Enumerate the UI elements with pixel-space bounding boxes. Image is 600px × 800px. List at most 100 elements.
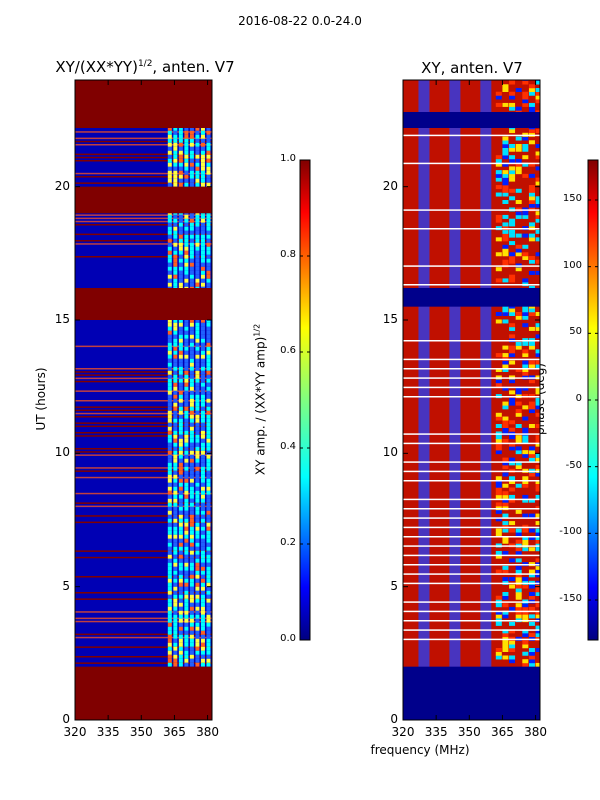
left-heatmap-cell [195, 506, 200, 511]
left-heatmap-cell [173, 358, 178, 363]
right-heatmap-cell [495, 494, 502, 499]
right-heatmap-cell [535, 648, 540, 652]
right-heatmap-cell [522, 453, 529, 458]
left-heatmap-cell [189, 226, 194, 231]
left-heatmap-cell [167, 602, 172, 607]
left-heatmap-row-stripe [75, 515, 212, 517]
right-heatmap-cell [528, 173, 535, 178]
right-heatmap-cell [515, 435, 522, 440]
left-heatmap-cell [189, 522, 194, 527]
left-heatmap-cell [173, 278, 178, 283]
left-heatmap-cell [173, 626, 178, 631]
right-heatmap-cell [522, 584, 529, 589]
left-heatmap-cell [178, 482, 183, 487]
left-heatmap-cell [189, 402, 194, 407]
left-heatmap-cell [178, 374, 183, 379]
left-heatmap-cell [178, 622, 183, 627]
tick-label: 335 [424, 725, 448, 739]
left-heatmap-cell [184, 342, 189, 347]
left-heatmap-cell [184, 626, 189, 631]
left-heatmap-cell [189, 498, 194, 503]
left-heatmap-cell [167, 266, 172, 271]
right-heatmap-cell [522, 80, 529, 85]
right-heatmap-cell [495, 162, 502, 167]
left-heatmap-cell [200, 442, 205, 447]
left-heatmap-cell [200, 266, 205, 271]
left-heatmap-cell [189, 406, 194, 411]
left-heatmap-cell [173, 470, 178, 475]
left-heatmap-cell [195, 542, 200, 547]
left-heatmap-cell [195, 250, 200, 255]
left-heatmap-cell [184, 158, 189, 163]
left-heatmap-cell [167, 166, 172, 171]
left-heatmap-cell [195, 318, 200, 323]
right-heatmap-cell [502, 353, 509, 358]
tick-label: 5 [62, 578, 70, 593]
left-heatmap-cell [206, 610, 211, 615]
right-heatmap-cell [535, 252, 540, 257]
right-heatmap-row-gap [403, 601, 540, 603]
right-heatmap-cell [502, 633, 509, 638]
right-heatmap-cell [509, 435, 516, 440]
left-heatmap-cell [200, 362, 205, 367]
left-heatmap-row-stripe [75, 371, 212, 373]
left-heatmap-cell [189, 246, 194, 251]
left-heatmap-cell [200, 250, 205, 255]
left-heatmap-cell [200, 590, 205, 595]
left-heatmap [75, 80, 212, 720]
right-heatmap-cell [522, 435, 529, 440]
right-heatmap-cell [535, 211, 540, 216]
left-heatmap-cell [189, 262, 194, 267]
right-heatmap-cell [522, 528, 529, 533]
right-heatmap-cell [502, 472, 509, 477]
right-heatmap-cell [509, 241, 516, 246]
left-heatmap-cell [200, 526, 205, 531]
left-heatmap-cell [206, 430, 211, 435]
right-heatmap-cell [495, 214, 502, 219]
left-heatmap-cell [195, 594, 200, 599]
right-heatmap-cell [509, 166, 516, 171]
right-heatmap-cell [495, 438, 502, 443]
left-heatmap-cell [167, 518, 172, 523]
left-heatmap-cell [189, 574, 194, 579]
right-heatmap-cell [509, 102, 516, 107]
left-heatmap-cell [184, 450, 189, 455]
right-heatmap-cell [535, 453, 540, 458]
left-heatmap-cell [206, 558, 211, 563]
left-heatmap-cell [167, 526, 172, 531]
right-heatmap-cell [509, 577, 516, 582]
left-heatmap-cell [189, 346, 194, 351]
left-heatmap-cell [173, 586, 178, 591]
left-heatmap-cell [189, 334, 194, 339]
left-heatmap-cell [200, 570, 205, 575]
right-heatmap-cell [502, 237, 509, 242]
left-heatmap-cell [178, 422, 183, 427]
left-heatmap-cell [195, 254, 200, 259]
right-heatmap-cell [528, 256, 535, 260]
left-heatmap-cell [200, 234, 205, 239]
right-heatmap-row-gap [403, 386, 540, 389]
left-heatmap-cell [200, 454, 205, 459]
left-heatmap-cell [206, 550, 211, 555]
left-heatmap-cell [173, 482, 178, 487]
left-heatmap-cell [178, 334, 183, 339]
left-heatmap-cell [200, 282, 205, 287]
right-heatmap-cell [535, 625, 540, 630]
left-heatmap-cell [200, 522, 205, 527]
left-heatmap-cell [184, 446, 189, 451]
left-heatmap-cell [206, 226, 211, 231]
left-heatmap-cell [195, 418, 200, 423]
right-heatmap-cell [515, 401, 522, 406]
left-heatmap-cell [184, 366, 189, 371]
right-heatmap-cell [509, 196, 516, 201]
right-heatmap-cell [528, 595, 535, 600]
right-heatmap-cell [509, 147, 516, 152]
left-heatmap-cell [173, 658, 178, 663]
left-heatmap-cell [189, 514, 194, 519]
right-heatmap-cell [528, 203, 535, 208]
left-heatmap-cell [189, 446, 194, 451]
left-heatmap-cell [189, 622, 194, 627]
left-heatmap-cell [200, 370, 205, 375]
right-heatmap-cell [515, 547, 522, 552]
